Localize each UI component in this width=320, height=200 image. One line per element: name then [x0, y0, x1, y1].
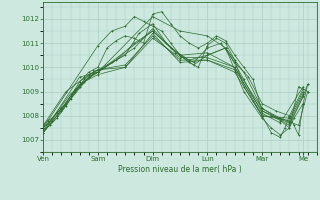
X-axis label: Pression niveau de la mer( hPa ): Pression niveau de la mer( hPa )	[118, 165, 242, 174]
